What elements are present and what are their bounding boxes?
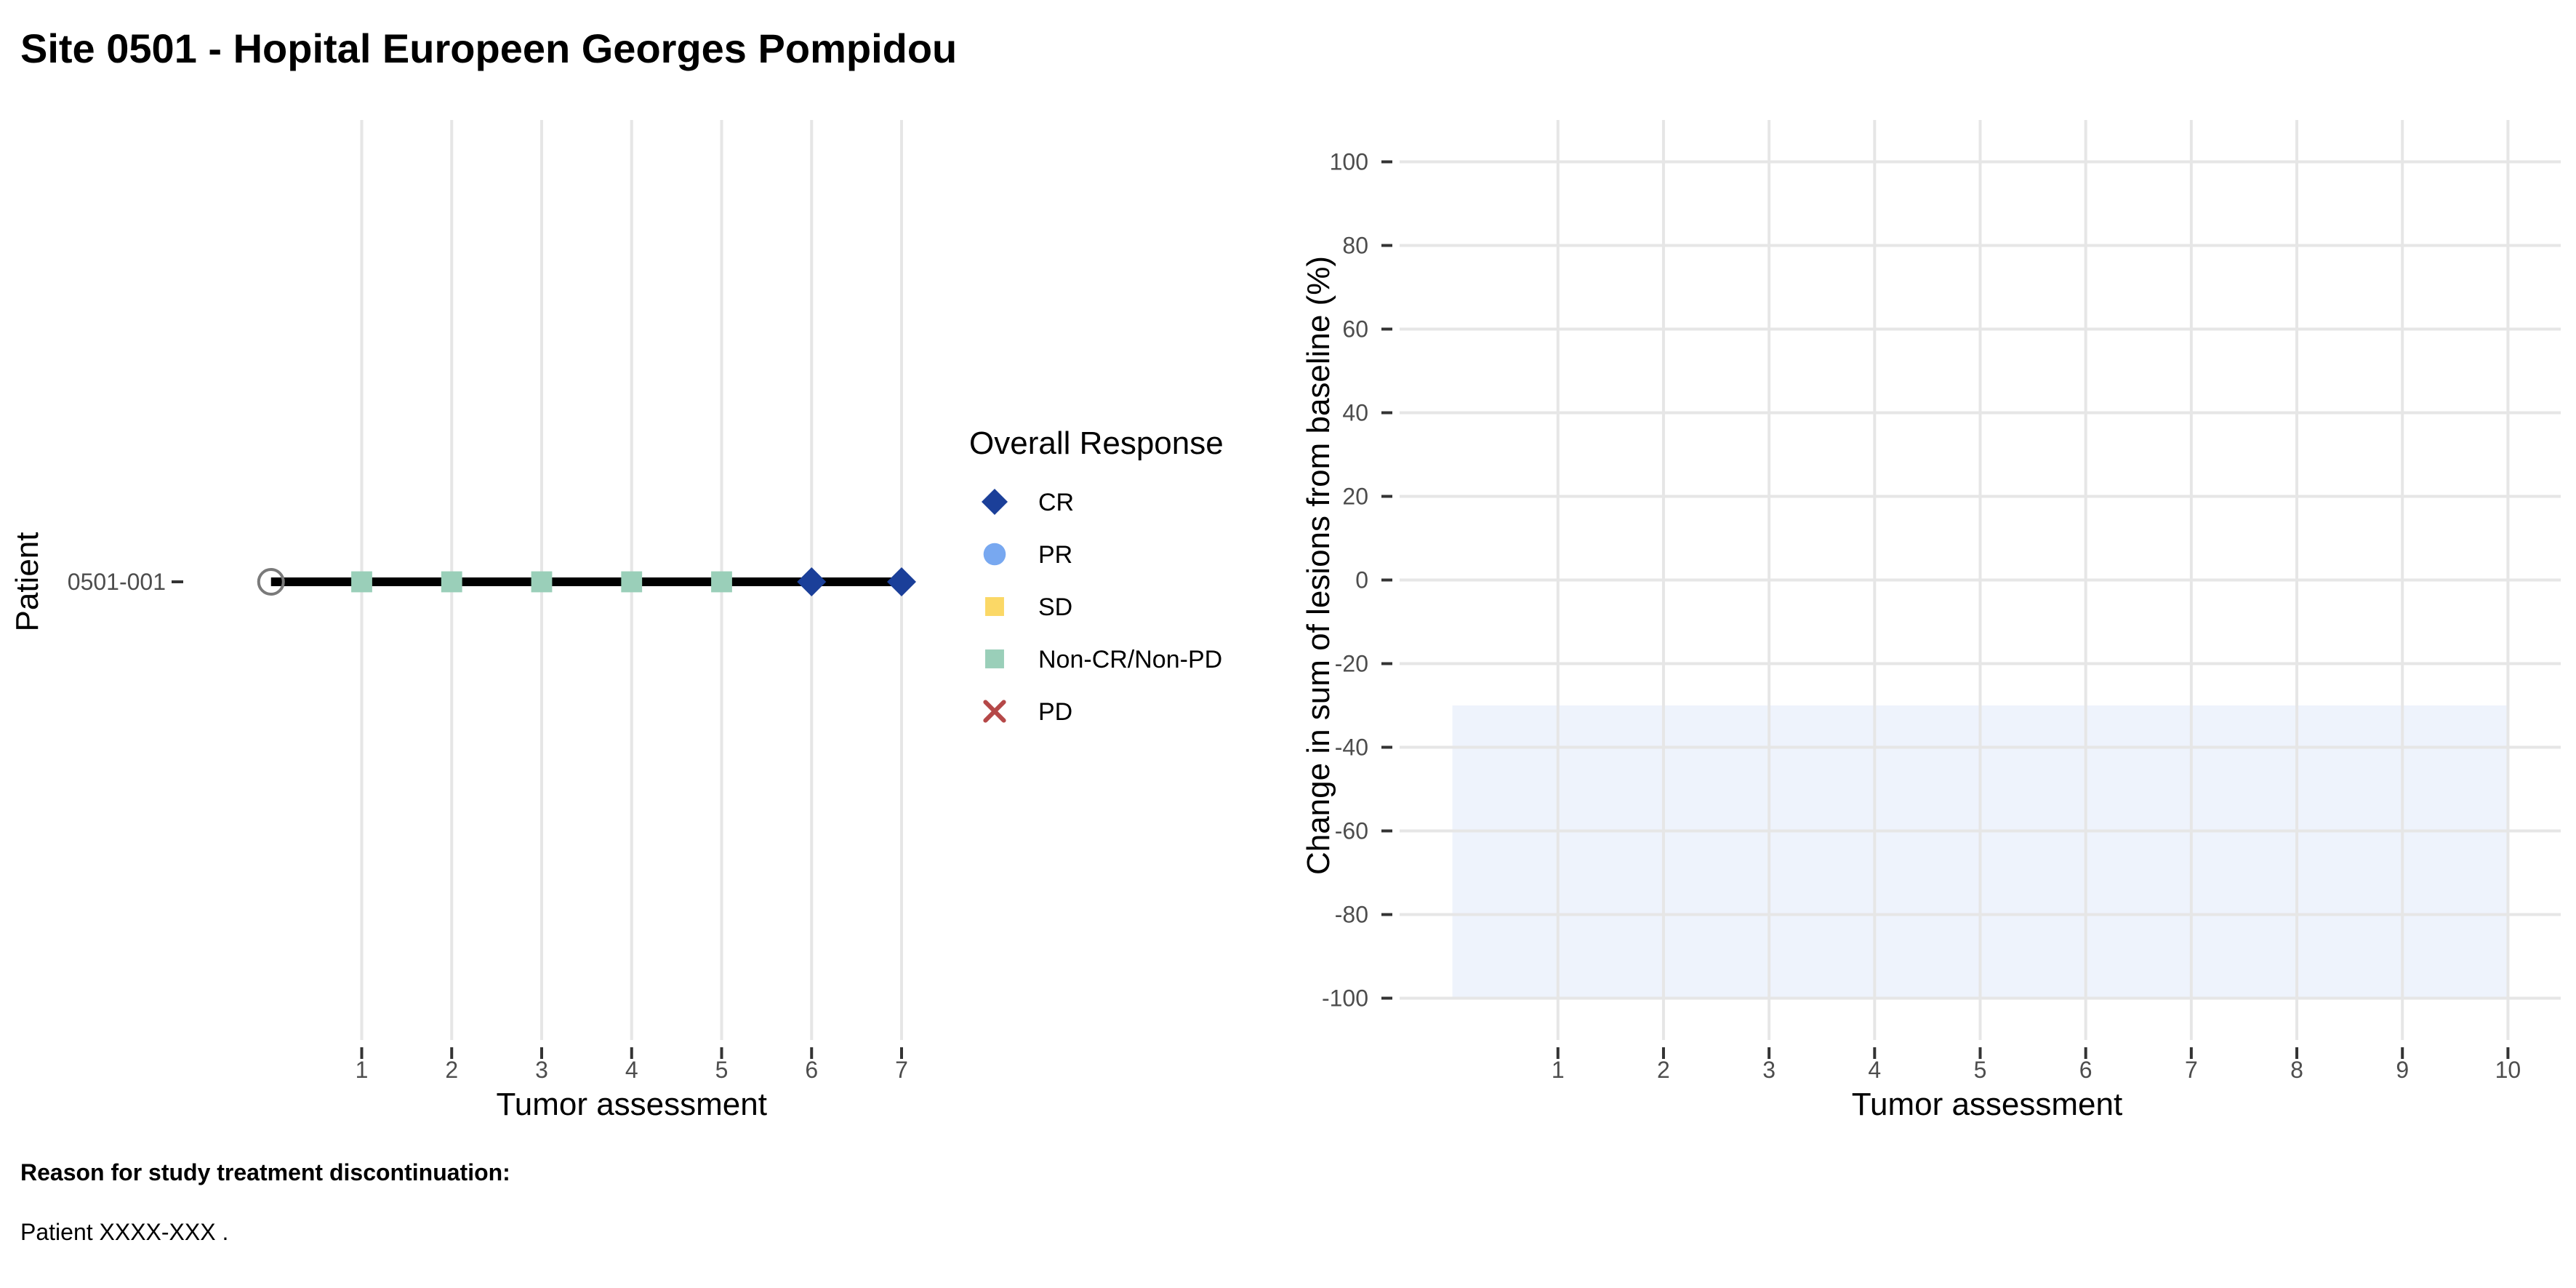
change-x-tick-label: 7	[2185, 1057, 2198, 1083]
response-marker	[711, 571, 732, 593]
change-x-tick-label: 1	[1552, 1057, 1565, 1083]
legend-key-SD	[985, 597, 1004, 616]
swimmer-x-tick-label: 3	[535, 1057, 548, 1083]
change-y-tick-label: -40	[1335, 735, 1368, 761]
swimmer-x-tick-label: 5	[715, 1057, 729, 1083]
legend-label: Non-CR/Non-PD	[1038, 646, 1222, 673]
legend-key-PD-stroke-b	[983, 700, 1006, 723]
change-x-tick-label: 9	[2396, 1057, 2409, 1083]
response-marker	[351, 571, 372, 593]
change-y-tick-label: 0	[1355, 567, 1368, 593]
baseline-open-circle-marker	[257, 568, 285, 596]
legend-key-CR	[982, 489, 1008, 515]
change-x-tick-label: 4	[1868, 1057, 1881, 1083]
legend-label: PR	[1038, 541, 1072, 569]
change-x-tick-label: 6	[2079, 1057, 2093, 1083]
change-x-tick-label: 3	[1762, 1057, 1775, 1083]
discontinuation-reason-text: Patient XXXX-XXX .	[20, 1219, 229, 1245]
change-x-tick-label: 8	[2290, 1057, 2303, 1083]
swimmer-x-tick-label: 1	[356, 1057, 369, 1083]
change-y-tick-label: 20	[1342, 484, 1368, 510]
swimmer-y-axis-title: Patient	[9, 532, 45, 632]
change-y-tick-label: -60	[1335, 818, 1368, 844]
swimmer-x-tick-label: 4	[625, 1057, 638, 1083]
swimmer-x-axis-title: Tumor assessment	[497, 1087, 767, 1122]
swimmer-x-tick-label: 7	[895, 1057, 908, 1083]
overall-response-legend: Overall Response CR PR SD Non-CR/Non-PD PD	[969, 425, 1224, 726]
change-y-tick-label: 60	[1342, 316, 1368, 343]
change-x-tick-label: 2	[1657, 1057, 1670, 1083]
change-x-tick-label: 10	[2495, 1057, 2521, 1083]
swimmer-x-tick-label: 2	[445, 1057, 458, 1083]
legend-label: SD	[1038, 593, 1072, 621]
legend-key-PR	[983, 543, 1006, 566]
change-x-axis-title: Tumor assessment	[1852, 1087, 2122, 1122]
legend-label: CR	[1038, 489, 1074, 516]
response-marker	[531, 571, 553, 593]
page-title: Site 0501 - Hopital Europeen Georges Pom…	[20, 25, 958, 71]
response-marker	[887, 567, 916, 596]
change-y-tick-label: 80	[1342, 233, 1368, 259]
patient-id-label: 0501-001	[68, 569, 166, 595]
swimmer-x-tick-label: 6	[805, 1057, 818, 1083]
swimmer-plot: 1 2 3 4 5 6 7 Tumor assessment Patient 0501-001	[9, 120, 916, 1122]
response-marker	[621, 571, 643, 593]
discontinuation-reason-label: Reason for study treatment discontinuati…	[20, 1159, 510, 1185]
legend-title: Overall Response	[969, 425, 1224, 461]
legend-key-PD	[983, 700, 1006, 723]
change-from-baseline-plot: 100 80 60 40 20 0 -20 -40 -60 -80 -100 1 2 3 4 5 6 7 8 9 10 T…	[1301, 120, 2561, 1122]
change-y-tick-label: 40	[1342, 400, 1368, 426]
legend-key-NonCRNonPD	[985, 649, 1004, 668]
response-marker	[797, 567, 827, 596]
change-y-axis-title: Change in sum of lesions from baseline (…	[1301, 256, 1336, 875]
change-x-tick-label: 5	[1974, 1057, 1987, 1083]
legend-label: PD	[1038, 698, 1072, 726]
change-y-tick-label: -100	[1322, 985, 1368, 1012]
response-marker	[441, 571, 462, 593]
change-y-tick-label: -20	[1335, 651, 1368, 677]
change-y-tick-label: 100	[1330, 149, 1368, 175]
change-y-tick-label: -80	[1335, 902, 1368, 928]
